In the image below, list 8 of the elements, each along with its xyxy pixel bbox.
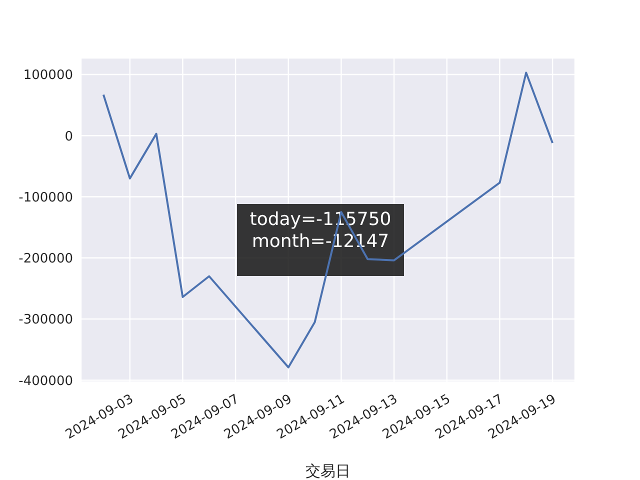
x-axis-title: 交易日 bbox=[306, 462, 350, 480]
y-tick-label: -200000 bbox=[18, 252, 73, 267]
y-tick-label: 100000 bbox=[23, 68, 73, 84]
y-tick-label: -400000 bbox=[18, 374, 73, 389]
line-series bbox=[102, 72, 554, 368]
y-tick-label: -300000 bbox=[18, 312, 73, 328]
y-tick-label: 0 bbox=[64, 129, 73, 144]
y-tick-label: -100000 bbox=[18, 190, 73, 206]
